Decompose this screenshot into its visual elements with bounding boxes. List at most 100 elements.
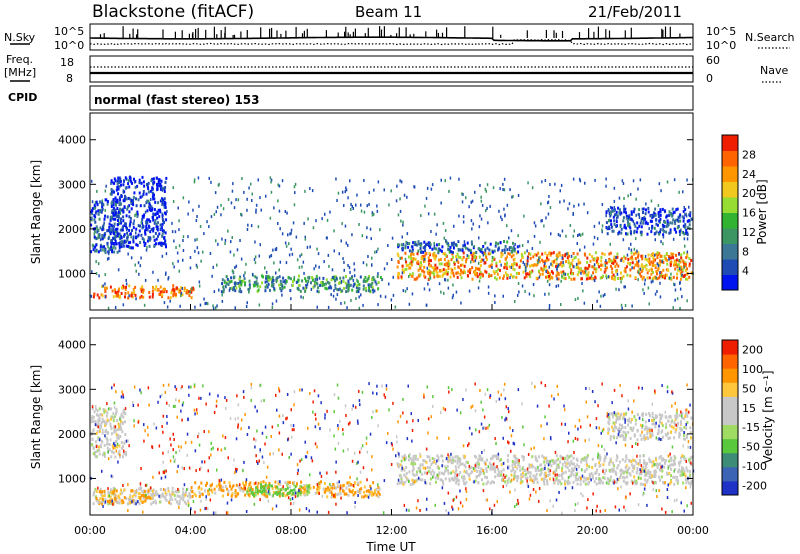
scatter-cell xyxy=(194,305,196,309)
range-gate-cell xyxy=(450,258,453,262)
range-gate-cell xyxy=(658,276,661,280)
scatter-cell xyxy=(601,203,604,206)
range-gate-cell xyxy=(160,226,163,230)
scatter-cell xyxy=(144,278,147,282)
scatter-cell xyxy=(299,254,301,258)
scatter-cell xyxy=(638,259,640,263)
range-gate-cell xyxy=(419,463,422,467)
range-gate-cell xyxy=(679,426,682,430)
range-gate-cell xyxy=(99,426,102,430)
range-gate-cell xyxy=(587,477,590,481)
scatter-cell xyxy=(623,197,625,200)
range-gate-cell xyxy=(163,287,165,291)
range-gate-cell xyxy=(108,448,111,452)
range-gate-cell xyxy=(313,284,316,288)
range-gate-cell xyxy=(136,243,139,247)
range-gate-cell xyxy=(120,194,123,198)
range-gate-cell xyxy=(688,458,690,462)
scatter-cell xyxy=(510,266,513,269)
range-gate-cell xyxy=(639,454,642,458)
range-gate-cell xyxy=(260,481,263,484)
range-gate-cell xyxy=(155,225,158,228)
range-gate-cell xyxy=(278,491,281,495)
range-gate-cell xyxy=(163,241,166,245)
range-gate-cell xyxy=(491,456,494,460)
scatter-cell xyxy=(673,178,676,182)
range-gate-cell xyxy=(119,425,122,429)
range-gate-cell xyxy=(182,496,185,500)
range-gate-cell xyxy=(154,219,157,222)
range-gate-cell xyxy=(141,285,144,289)
range-gate-cell xyxy=(595,471,598,475)
range-gate-cell xyxy=(620,277,623,281)
range-gate-cell xyxy=(344,281,347,285)
range-gate-cell xyxy=(423,274,426,278)
scatter-cell xyxy=(215,239,217,243)
range-gate-cell xyxy=(305,486,308,490)
range-gate-cell xyxy=(495,454,498,458)
scatter-cell xyxy=(639,178,642,182)
scatter-cell xyxy=(244,271,246,275)
range-gate-cell xyxy=(451,255,454,259)
range-gate-cell xyxy=(504,262,506,266)
range-gate-cell xyxy=(526,476,529,480)
range-gate-cell xyxy=(626,475,629,479)
range-gate-cell xyxy=(605,210,608,214)
range-gate-cell xyxy=(263,485,265,488)
range-gate-cell xyxy=(123,285,126,289)
range-gate-cell xyxy=(190,486,193,490)
range-gate-cell xyxy=(119,211,122,215)
range-gate-cell xyxy=(260,486,262,490)
range-gate-cell xyxy=(685,256,688,260)
range-gate-cell xyxy=(132,195,135,199)
range-gate-cell xyxy=(622,430,625,434)
range-gate-cell xyxy=(417,268,420,272)
range-gate-cell xyxy=(613,429,616,433)
range-gate-cell xyxy=(603,252,606,256)
range-gate-cell xyxy=(471,266,474,270)
scatter-cell xyxy=(159,227,162,231)
range-gate-cell xyxy=(648,268,651,272)
range-gate-cell xyxy=(550,459,553,463)
range-gate-cell xyxy=(409,482,412,486)
range-gate-cell xyxy=(564,252,567,256)
range-gate-cell xyxy=(221,494,224,498)
scatter-cell xyxy=(443,291,445,295)
scatter-cell xyxy=(536,404,539,408)
range-gate-cell xyxy=(491,259,494,263)
range-gate-cell xyxy=(462,251,465,255)
range-gate-cell xyxy=(507,477,510,481)
range-gate-cell xyxy=(587,481,590,485)
range-gate-cell xyxy=(161,222,164,226)
range-gate-cell xyxy=(339,484,342,488)
scatter-cell xyxy=(111,215,113,219)
range-gate-cell xyxy=(675,413,678,417)
range-gate-cell xyxy=(149,203,152,207)
range-gate-cell xyxy=(264,481,267,485)
range-gate-cell xyxy=(568,261,571,265)
range-gate-cell xyxy=(151,188,154,192)
scatter-cell xyxy=(430,230,432,233)
range-gate-cell xyxy=(495,261,498,265)
scatter-cell xyxy=(499,187,501,191)
scatter-cell xyxy=(177,259,179,263)
range-gate-cell xyxy=(479,264,482,268)
range-gate-cell xyxy=(504,271,507,275)
range-gate-cell xyxy=(641,264,644,268)
scatter-cell xyxy=(215,210,217,214)
range-gate-cell xyxy=(103,249,106,253)
range-gate-cell xyxy=(91,443,94,447)
range-gate-cell xyxy=(125,497,128,501)
range-gate-cell xyxy=(214,491,217,495)
range-gate-cell xyxy=(651,474,654,478)
range-gate-cell xyxy=(107,502,110,506)
range-gate-cell xyxy=(510,273,512,277)
range-gate-cell xyxy=(120,183,122,187)
range-gate-cell xyxy=(650,460,653,464)
scatter-cell xyxy=(240,212,242,216)
range-gate-cell xyxy=(357,290,360,294)
range-gate-cell xyxy=(511,263,514,267)
range-gate-cell xyxy=(572,473,575,477)
range-gate-cell xyxy=(481,274,484,278)
